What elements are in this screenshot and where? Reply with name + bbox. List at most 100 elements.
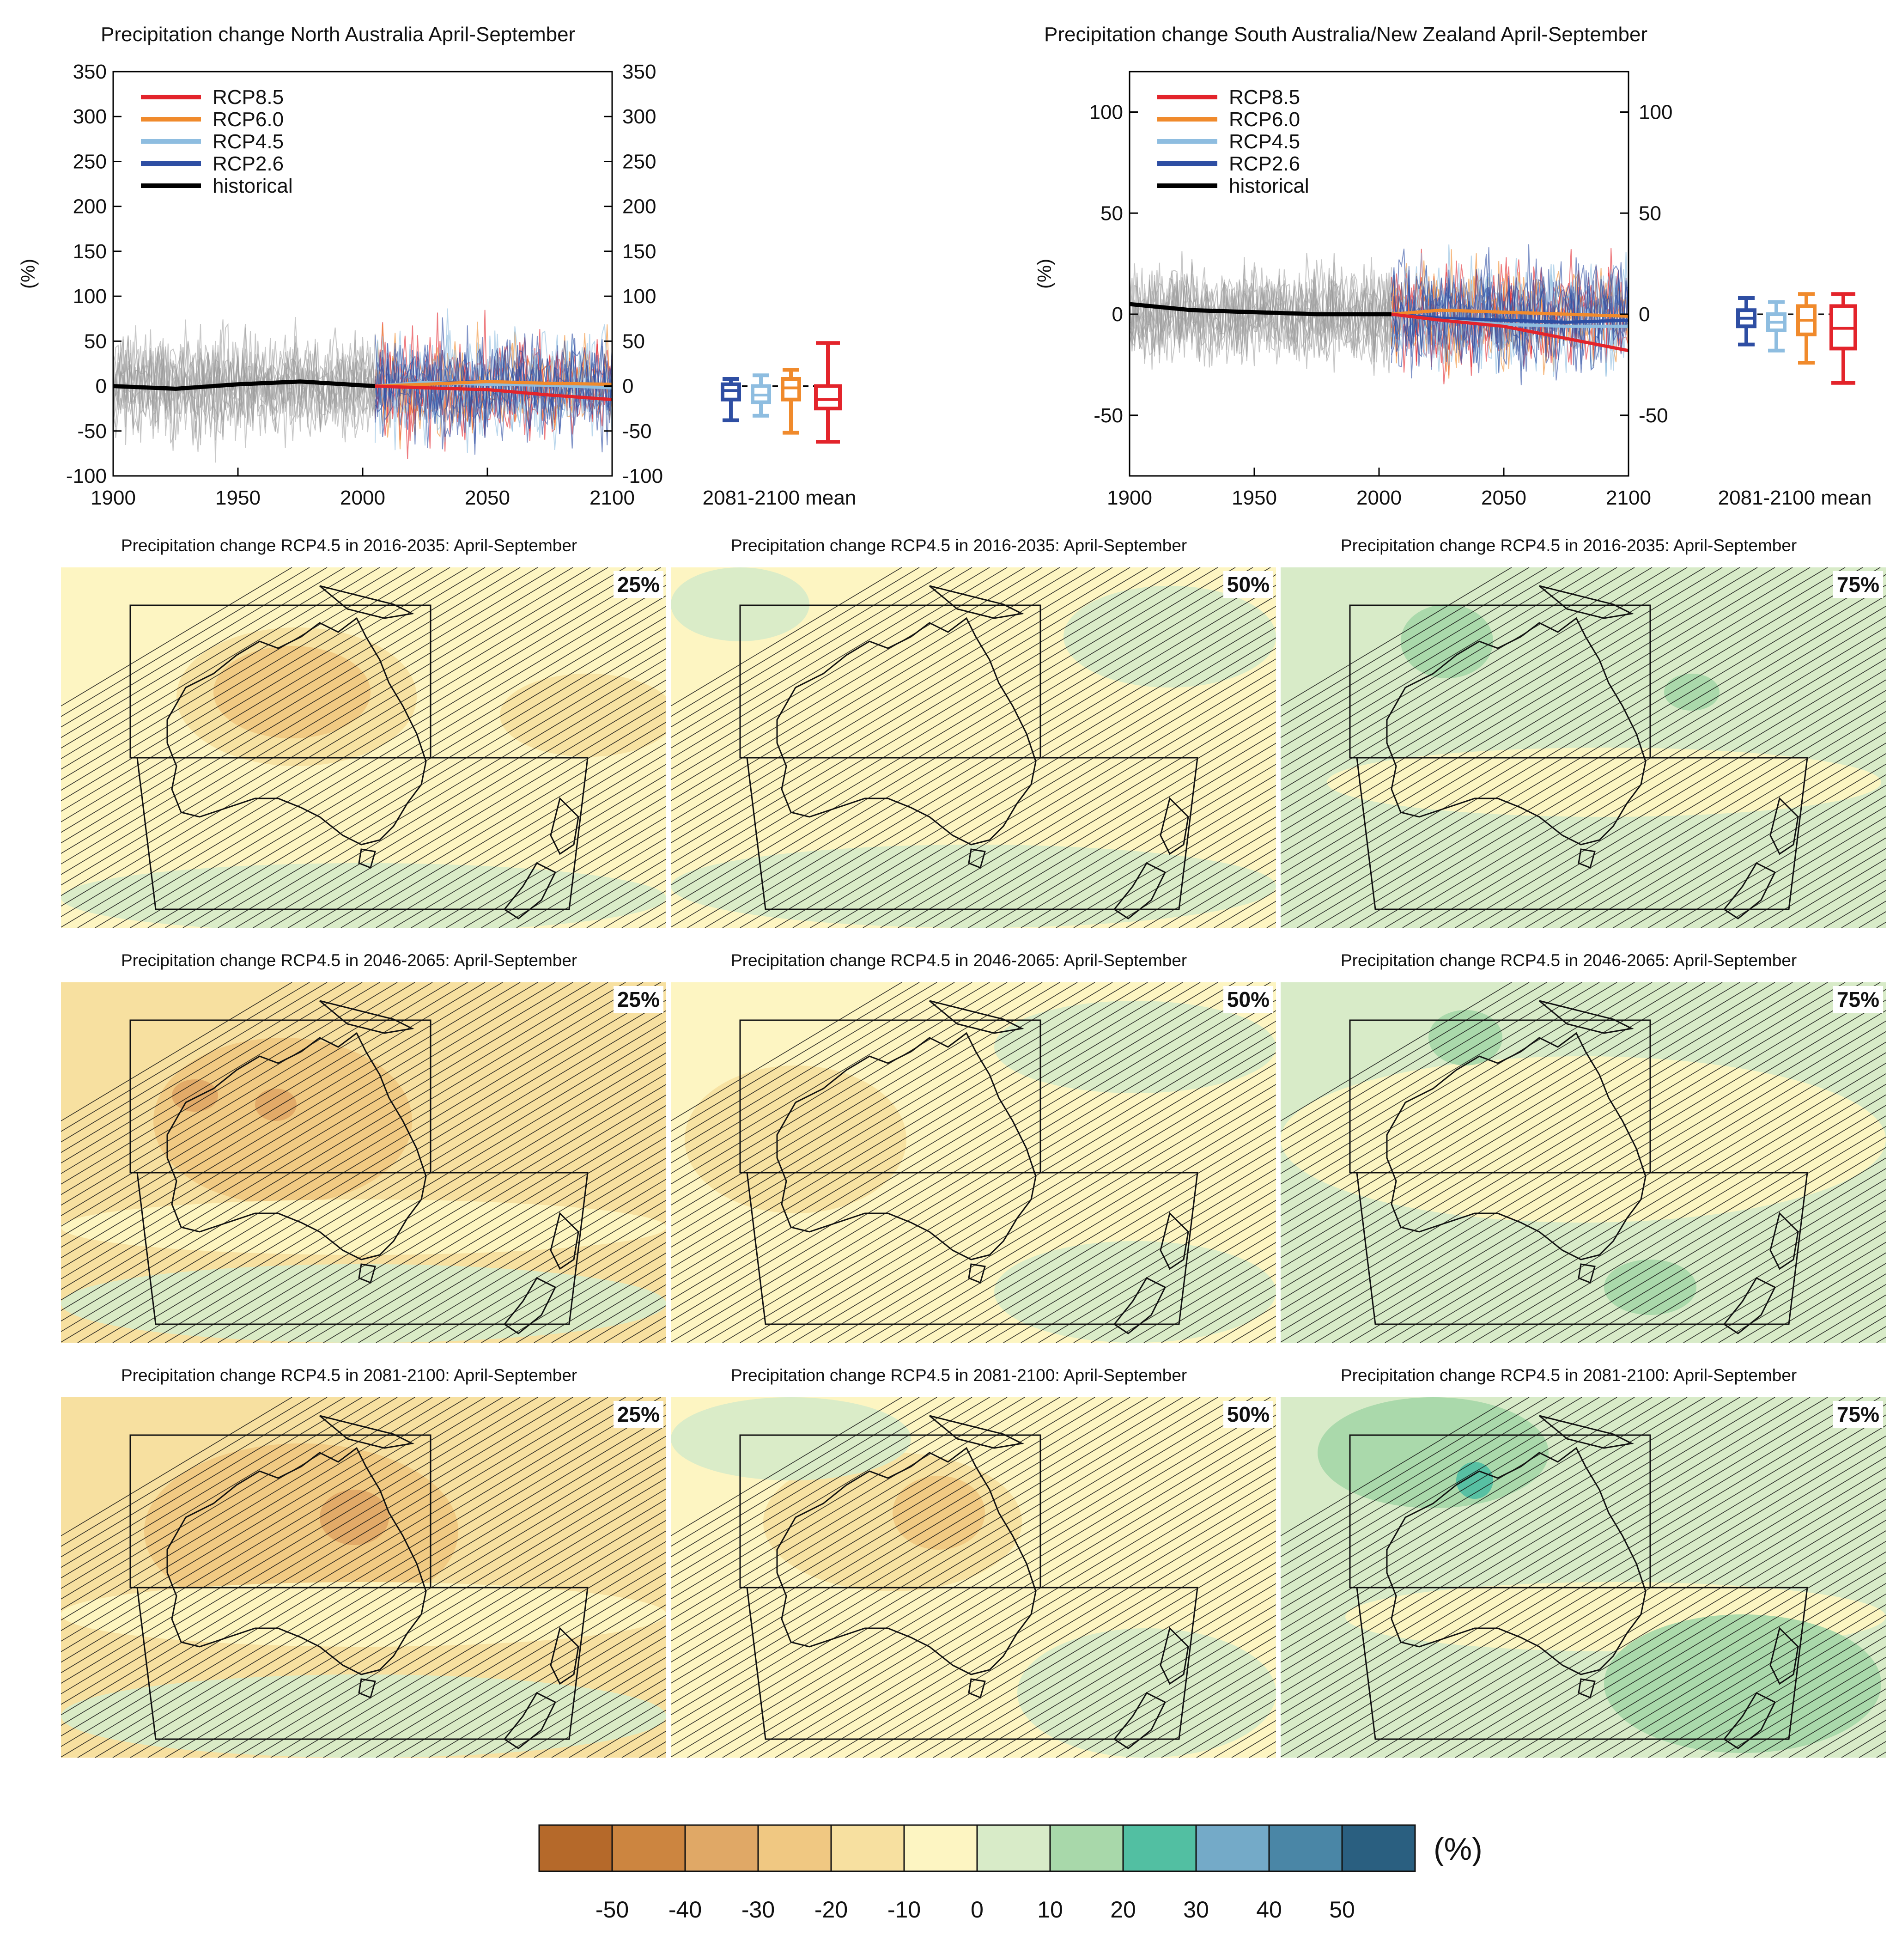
australia-outline xyxy=(1386,1447,1647,1675)
ts-chart-south: -50 -50 0 0 50 50 100 100 1900 1950 2000 2050 2100 (%… xyxy=(1033,71,1872,509)
tasmania-outline xyxy=(358,848,376,869)
map-canvas xyxy=(671,567,1276,928)
new-zealand-north-outline xyxy=(550,1212,579,1270)
historical-ensemble-line xyxy=(1130,267,1392,355)
map-title: Precipitation change RCP4.5 in 2046-2065… xyxy=(121,951,577,970)
map-field xyxy=(671,567,1276,928)
legend-label-rcp85: RCP8.5 xyxy=(1229,86,1300,109)
papua-outline xyxy=(929,1000,1024,1034)
legend-label-historical: historical xyxy=(1229,175,1309,197)
colorbar-tick-label: -40 xyxy=(668,1897,702,1923)
map-title: Precipitation change RCP4.5 in 2046-2065… xyxy=(1341,951,1797,970)
ytick-label-right: 100 xyxy=(622,285,656,308)
tasmania-outline xyxy=(968,848,986,869)
contour-region xyxy=(213,646,371,738)
colorbar-swatch xyxy=(1049,1824,1124,1872)
plot-frame xyxy=(112,71,613,477)
rcp26-ensemble-line xyxy=(1391,247,1629,373)
map-field xyxy=(61,567,666,928)
contour-region xyxy=(320,1490,389,1545)
contour-region xyxy=(994,1241,1276,1343)
colorbar-swatch xyxy=(1195,1824,1270,1872)
australia-outline xyxy=(776,1032,1037,1260)
papua-outline xyxy=(1539,585,1634,619)
map-field xyxy=(671,982,1276,1343)
legend-label-rcp60: RCP6.0 xyxy=(213,108,284,131)
map-canvas xyxy=(61,982,666,1343)
map-title: Precipitation change RCP4.5 in 2016-2035… xyxy=(1341,536,1797,555)
map-title: Precipitation change RCP4.5 in 2016-2035… xyxy=(121,536,577,555)
legend-label-rcp60: RCP6.0 xyxy=(1229,108,1300,131)
percentile-label: 25% xyxy=(613,1401,663,1428)
legend-label-rcp45: RCP4.5 xyxy=(213,130,284,153)
colorbar-unit: (%) xyxy=(1434,1832,1483,1867)
contour-region xyxy=(671,567,809,641)
tasmania-outline xyxy=(968,1678,986,1699)
australia-outline xyxy=(1386,1032,1647,1260)
historical-ensemble-line xyxy=(113,324,376,443)
south-australia-nz-region-box xyxy=(136,757,589,910)
colorbar: -50 -40 -30 -20 -10 0 10 20 30 40 50 (%) xyxy=(538,1824,1483,1923)
map-field xyxy=(61,982,666,1343)
ytick-label-right: 200 xyxy=(622,195,656,218)
south-australia-nz-region-box xyxy=(136,1172,589,1325)
xtick-label: 2000 xyxy=(340,487,385,509)
australia-outline xyxy=(166,1447,427,1675)
ytick-label-left: 0 xyxy=(1112,303,1123,326)
map-panel: Precipitation change RCP4.5 in 2016-2035… xyxy=(61,531,666,929)
colorbar-swatch xyxy=(757,1824,832,1872)
box-body-rcp85 xyxy=(814,384,842,411)
xtick-label: 1900 xyxy=(1107,487,1152,509)
ytick-label-left: -50 xyxy=(77,420,107,443)
contour-region xyxy=(994,1001,1276,1093)
contour-region xyxy=(61,1264,666,1343)
xtick-label: 1950 xyxy=(215,487,261,509)
map-panel: Precipitation change RCP4.5 in 2046-2065… xyxy=(61,946,666,1344)
ytick-label-left: 100 xyxy=(1089,101,1123,124)
contour-region xyxy=(893,1476,985,1550)
map-canvas xyxy=(1281,567,1886,928)
xtick-label: 2050 xyxy=(465,487,510,509)
colorbar-tick-label: 30 xyxy=(1183,1897,1209,1923)
australia-outline xyxy=(166,1032,427,1260)
ytick-label-left: 50 xyxy=(84,330,107,353)
plot-area xyxy=(113,308,612,463)
xtick-label: 1950 xyxy=(1232,487,1277,509)
new-zealand-north-outline xyxy=(550,797,579,855)
percentile-label: 50% xyxy=(1223,571,1273,598)
map-title: Precipitation change RCP4.5 in 2016-2035… xyxy=(731,536,1187,555)
ytick-label-right: -50 xyxy=(1639,404,1668,427)
ts-title-south: Precipitation change South Australia/New… xyxy=(1044,23,1648,46)
south-australia-nz-region-box xyxy=(1356,1587,1808,1740)
australia-outline xyxy=(776,1447,1037,1675)
percentile-label: 25% xyxy=(613,986,663,1013)
percentile-label: 75% xyxy=(1833,1401,1883,1428)
tasmania-outline xyxy=(1578,1678,1596,1699)
australia-outline xyxy=(1386,617,1647,846)
map-title: Precipitation change RCP4.5 in 2081-2100… xyxy=(1341,1366,1797,1385)
historical-ensemble-line xyxy=(1130,267,1392,361)
new-zealand-north-outline xyxy=(1769,797,1799,855)
papua-outline xyxy=(319,585,414,619)
map-panel: Precipitation change RCP4.5 in 2081-2100… xyxy=(61,1361,666,1759)
ytick-label-left: 300 xyxy=(73,105,107,128)
historical-ensemble-line xyxy=(113,341,376,463)
contour-region xyxy=(1318,1397,1549,1508)
colorbar-swatch xyxy=(1268,1824,1343,1872)
map-canvas xyxy=(1281,982,1886,1343)
contour-region xyxy=(671,1397,911,1480)
ytick-label-left: 150 xyxy=(73,240,107,263)
series-line-rcp60 xyxy=(375,380,612,388)
australia-outline xyxy=(776,617,1037,846)
map-canvas xyxy=(61,567,666,928)
colorbar-swatch xyxy=(684,1824,759,1872)
map-field xyxy=(1281,1397,1886,1758)
colorbar-swatch xyxy=(830,1824,905,1872)
mean-period-label: 2081-2100 mean xyxy=(703,487,857,509)
contour-region xyxy=(255,1089,297,1121)
new-zealand-south-outline xyxy=(1723,1692,1776,1749)
south-australia-nz-region-box xyxy=(1356,757,1808,910)
ytick-label-right: 50 xyxy=(622,330,645,353)
map-grid: Precipitation change RCP4.5 in 2016-2035… xyxy=(0,531,1902,1759)
new-zealand-south-outline xyxy=(1113,862,1167,919)
